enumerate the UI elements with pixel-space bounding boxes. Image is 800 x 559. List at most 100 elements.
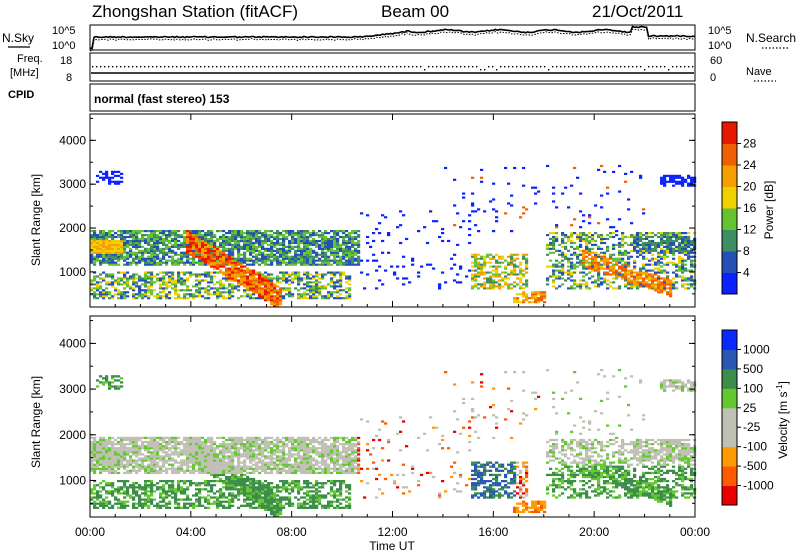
power-cell xyxy=(312,244,315,246)
power-cell xyxy=(489,287,492,289)
power-cell xyxy=(222,256,225,258)
power-cell xyxy=(186,248,189,250)
power-cell xyxy=(612,258,615,260)
velocity-cell xyxy=(210,437,213,439)
power-cell xyxy=(213,272,216,274)
velocity-cell xyxy=(240,466,243,468)
velocity-cell xyxy=(120,466,123,468)
velocity-cell xyxy=(192,449,195,451)
power-cell xyxy=(348,240,351,242)
velocity-cell xyxy=(147,457,150,459)
power-cell xyxy=(504,277,507,279)
power-cell xyxy=(327,258,330,260)
power-cell xyxy=(657,277,660,279)
velocity-cell xyxy=(117,459,120,461)
power-cell xyxy=(186,238,189,240)
nave-dot xyxy=(352,66,353,67)
power-cell xyxy=(339,277,342,279)
power-cell xyxy=(573,252,576,254)
velocity-cell xyxy=(165,451,168,453)
power-cell xyxy=(285,281,288,283)
power-cell xyxy=(102,236,105,238)
power-cell xyxy=(123,291,126,293)
power-cell xyxy=(579,236,582,238)
power-cell xyxy=(627,266,630,268)
power-cell xyxy=(459,268,462,270)
power-cell xyxy=(228,242,231,244)
velocity-cell xyxy=(228,482,231,484)
power-cell xyxy=(243,275,246,277)
power-cell xyxy=(519,277,522,279)
nave-dot xyxy=(244,66,245,67)
power-cell xyxy=(255,242,258,244)
power-cell xyxy=(345,264,348,266)
power-cell xyxy=(108,262,111,264)
power-cell xyxy=(96,258,99,260)
power-cell xyxy=(327,246,330,248)
power-cell xyxy=(321,236,324,238)
power-cell xyxy=(678,262,681,264)
power-cell xyxy=(210,230,213,232)
power-cell xyxy=(483,256,486,258)
power-cell xyxy=(270,279,273,281)
power-cell xyxy=(276,299,279,301)
power-cell xyxy=(237,236,240,238)
velocity-cell xyxy=(102,501,105,503)
power-cell xyxy=(513,167,516,169)
power-cell xyxy=(663,270,666,272)
power-cell xyxy=(648,283,651,285)
power-cell xyxy=(114,264,117,266)
velocity-cell xyxy=(156,441,159,443)
power-cell xyxy=(246,289,249,291)
velocity-cell xyxy=(180,464,183,466)
power-cell xyxy=(471,256,474,258)
power-cell xyxy=(534,202,537,204)
velocity-cell xyxy=(153,447,156,449)
power-cell xyxy=(117,244,120,246)
power-cell xyxy=(243,260,246,262)
power-cell xyxy=(195,275,198,277)
velocity-cell xyxy=(183,439,186,441)
power-cell xyxy=(234,232,237,234)
power-cell xyxy=(162,291,165,293)
power-cell xyxy=(468,214,471,216)
power-cell xyxy=(573,232,576,234)
velocity-cell xyxy=(114,453,117,455)
power-cell xyxy=(657,260,660,262)
power-cell xyxy=(222,248,225,250)
velocity-cell xyxy=(243,453,246,455)
power-cell xyxy=(609,270,612,272)
power-cell xyxy=(240,236,243,238)
power-cell xyxy=(570,242,573,244)
power-cell xyxy=(594,244,597,246)
power-cell xyxy=(147,262,150,264)
power-cell xyxy=(516,297,519,299)
power-cell xyxy=(306,246,309,248)
velocity-cell xyxy=(234,486,237,488)
power-cell xyxy=(621,258,624,260)
power-cell xyxy=(285,273,288,275)
velocity-cell xyxy=(225,472,228,474)
power-cell xyxy=(147,281,150,283)
power-cell xyxy=(252,281,255,283)
power-cell xyxy=(351,232,354,234)
power-cell xyxy=(120,283,123,285)
power-cell xyxy=(681,277,684,279)
power-cell xyxy=(441,228,444,230)
power-cell xyxy=(183,281,186,283)
velocity-cell xyxy=(228,451,231,453)
power-cell xyxy=(300,293,303,295)
velocity-cell xyxy=(141,459,144,461)
power-cell xyxy=(609,236,612,238)
power-cell xyxy=(588,236,591,238)
power-cell xyxy=(165,297,168,299)
power-cell xyxy=(201,250,204,252)
power-cell xyxy=(522,167,525,169)
power-cell xyxy=(564,272,567,274)
velocity-cell xyxy=(105,457,108,459)
power-cell xyxy=(204,262,207,264)
power-cell xyxy=(336,254,339,256)
power-cell xyxy=(621,240,624,242)
power-cell xyxy=(204,287,207,289)
velocity-cell xyxy=(228,447,231,449)
